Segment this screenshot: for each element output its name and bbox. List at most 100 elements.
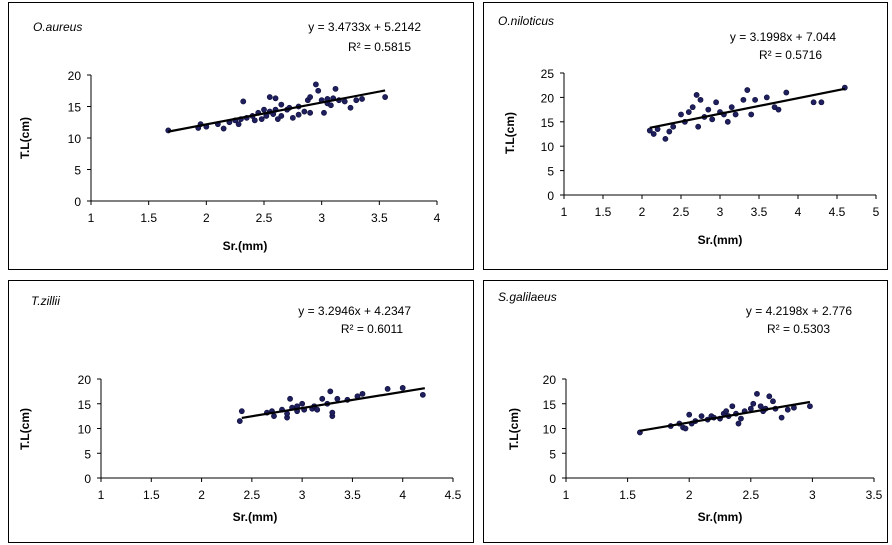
y-tick-label: 0 — [547, 189, 554, 203]
data-point — [697, 96, 704, 103]
y-tick-label: 20 — [78, 373, 92, 387]
data-point — [341, 98, 348, 105]
x-tick-label: 4 — [434, 211, 441, 225]
x-tick-label: 1 — [88, 211, 95, 225]
x-tick-label: 1.5 — [140, 211, 157, 225]
y-axis-title: T.L(cm) — [18, 408, 32, 450]
data-point — [705, 106, 712, 113]
data-point — [783, 89, 790, 96]
y-tick-label: 20 — [541, 91, 555, 105]
data-point — [810, 99, 817, 106]
data-point — [744, 87, 751, 93]
scatter-chart-s-galilaeus: S.galilaeus y = 4.2198x + 2.776 R² = 0.530… — [498, 290, 883, 524]
data-point — [695, 123, 702, 130]
data-point — [775, 106, 782, 113]
x-tick-label: 1 — [98, 488, 105, 502]
data-point — [778, 414, 785, 421]
r-squared-label: R² = 0.5815 — [348, 40, 411, 54]
y-tick-label: 5 — [84, 447, 91, 461]
x-axis-title: Sr.(mm) — [698, 510, 743, 524]
y-tick-label: 15 — [68, 101, 82, 115]
data-point — [807, 403, 813, 410]
y-tick-label: 15 — [78, 398, 92, 412]
data-point — [682, 425, 689, 432]
data-point — [314, 406, 321, 413]
y-tick-label: 20 — [543, 373, 557, 387]
chart-panel-s-galilaeus: S.galilaeus y = 4.2198x + 2.776 R² = 0.530… — [483, 280, 888, 543]
data-point — [728, 104, 735, 111]
data-point — [757, 403, 764, 410]
data-point — [258, 116, 265, 122]
data-point — [347, 104, 354, 111]
chart-title: O.aureus — [33, 20, 82, 34]
data-point — [235, 121, 242, 128]
data-point — [384, 386, 391, 392]
data-point — [289, 114, 296, 121]
x-tick-label: 1.5 — [595, 205, 612, 219]
x-axis-title: Sr.(mm) — [223, 239, 268, 253]
data-point — [666, 128, 673, 135]
data-point — [818, 99, 825, 106]
y-tick-label: 10 — [541, 140, 555, 154]
y-tick-label: 0 — [549, 472, 556, 486]
x-tick-label: 3.5 — [866, 488, 883, 502]
data-point — [329, 409, 336, 416]
x-tick-label: 3 — [318, 211, 325, 225]
y-tick-label: 25 — [541, 67, 555, 81]
y-axis-title: T.L(cm) — [503, 112, 517, 154]
data-point — [763, 94, 770, 101]
x-tick-label: 2.5 — [256, 211, 273, 225]
data-point — [261, 106, 267, 113]
data-point — [650, 131, 657, 137]
chart-title: T.zillii — [31, 294, 60, 308]
data-point — [766, 393, 773, 400]
x-tick-label: 2 — [686, 488, 693, 502]
data-point — [662, 135, 669, 142]
regression-equation: y = 3.2946x + 4.2347 — [298, 304, 411, 318]
trendline — [168, 89, 386, 133]
trendline — [649, 87, 846, 129]
data-point — [754, 390, 760, 397]
data-point — [723, 408, 730, 415]
y-tick-label: 5 — [74, 164, 81, 178]
x-axis-title: Sr.(mm) — [698, 233, 743, 247]
data-point — [359, 96, 365, 102]
data-point — [301, 108, 308, 115]
x-tick-label: 4 — [399, 488, 406, 502]
x-tick-label: 3 — [299, 488, 306, 502]
chart-panel-o-aureus: O.aureus y = 3.4733x + 5.2142 R² = 0.5815 0… — [8, 2, 474, 270]
trendline — [639, 400, 811, 432]
x-tick-label: 2.5 — [673, 205, 690, 219]
data-point — [321, 109, 327, 116]
x-tick-label: 1.5 — [619, 488, 636, 502]
data-point — [220, 125, 227, 132]
y-tick-label: 20 — [68, 69, 82, 83]
data-point — [271, 413, 277, 420]
chart-title: S.galilaeus — [498, 290, 557, 304]
data-point — [278, 101, 285, 108]
x-tick-label: 5 — [873, 205, 880, 219]
x-tick-label: 3.5 — [371, 211, 388, 225]
x-tick-label: 3.5 — [344, 488, 361, 502]
y-tick-label: 15 — [543, 398, 557, 412]
x-tick-label: 4.5 — [829, 205, 846, 219]
r-squared-label: R² = 0.5303 — [767, 322, 830, 336]
regression-equation: y = 3.1998x + 7.044 — [730, 30, 836, 44]
y-tick-label: 5 — [547, 165, 554, 179]
x-tick-label: 2.5 — [742, 488, 759, 502]
scatter-chart-o-aureus: O.aureus y = 3.4733x + 5.2142 R² = 0.5815 0… — [18, 20, 441, 253]
x-tick-label: 1 — [563, 488, 570, 502]
data-point — [750, 400, 757, 407]
scatter-chart-o-niloticus: O.niloticus y = 3.1998x + 7.044 R² = 0.571… — [498, 14, 880, 247]
r-squared-label: R² = 0.6011 — [341, 322, 403, 336]
data-point — [732, 111, 739, 118]
data-point — [419, 391, 426, 398]
data-point — [678, 111, 684, 118]
data-point — [359, 390, 366, 397]
x-axis-title: Sr.(mm) — [233, 510, 278, 524]
x-tick-label: 3.5 — [751, 205, 768, 219]
data-point — [689, 104, 696, 111]
data-point — [698, 413, 705, 420]
r-squared-label: R² = 0.5716 — [759, 48, 822, 62]
x-tick-label: 1 — [561, 205, 568, 219]
